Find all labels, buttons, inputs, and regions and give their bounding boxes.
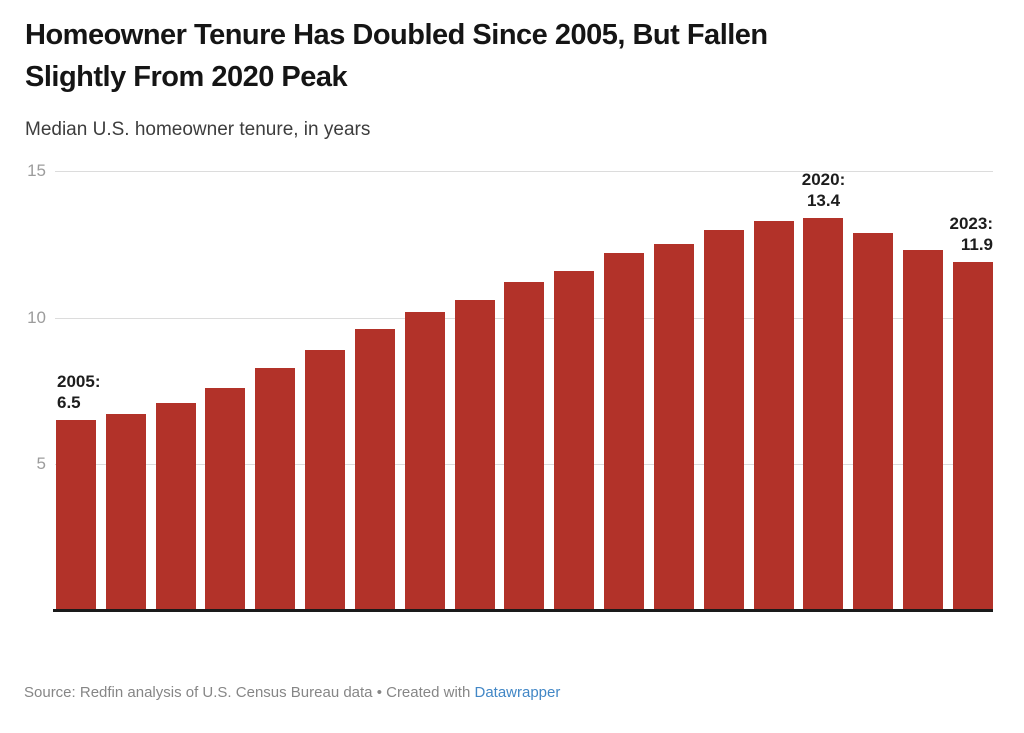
annotation-2005: 2005: 6.5 (57, 372, 101, 413)
chart-title-line-2: Slightly From 2020 Peak (25, 61, 348, 93)
bar-2009 (255, 367, 296, 611)
annotation-2020: 2020: 13.4 (801, 169, 846, 210)
y-tick-label-10: 10 (27, 307, 46, 327)
bar-2014 (504, 282, 545, 611)
chart-title: Homeowner Tenure Has Doubled Since 2005,… (25, 14, 997, 98)
bar-2018 (703, 229, 744, 611)
chart-subtitle: Median U.S. homeowner tenure, in years (25, 119, 371, 140)
source-footer: Source: Redfin analysis of U.S. Census B… (24, 683, 997, 702)
bar-2015 (554, 270, 595, 611)
bar-2021 (853, 232, 894, 611)
datawrapper-link[interactable]: Datawrapper (474, 684, 561, 701)
plot-area: 2005: 6.5 2020: 13.4 2023: 11.9 (56, 169, 993, 611)
bar-2008 (205, 388, 246, 611)
bar-2022 (903, 250, 944, 611)
y-tick-label-5: 5 (36, 454, 46, 474)
bar-2013 (454, 300, 495, 611)
bar-chart: 15 10 5 2005: 6.5 2020: 13.4 2023: 11.9 (22, 161, 993, 614)
bar-2005 (56, 420, 96, 611)
chart-title-line-1: Homeowner Tenure Has Doubled Since 2005,… (25, 19, 768, 51)
gridline-15 (55, 171, 993, 172)
bar-2010 (305, 349, 346, 611)
bar-2007 (155, 402, 196, 611)
bar-2023 (952, 261, 993, 611)
bar-2019 (753, 220, 794, 611)
bar-2017 (653, 244, 694, 611)
x-axis-line (53, 609, 993, 612)
bar-2020 (803, 217, 844, 611)
annotation-2023: 2023: 11.9 (949, 213, 993, 254)
y-tick-label-15: 15 (27, 161, 46, 180)
bar-2016 (604, 253, 645, 611)
source-text: Source: Redfin analysis of U.S. Census B… (24, 684, 475, 701)
bar-2012 (404, 311, 445, 611)
bar-2011 (354, 329, 395, 611)
bar-2006 (105, 414, 146, 611)
